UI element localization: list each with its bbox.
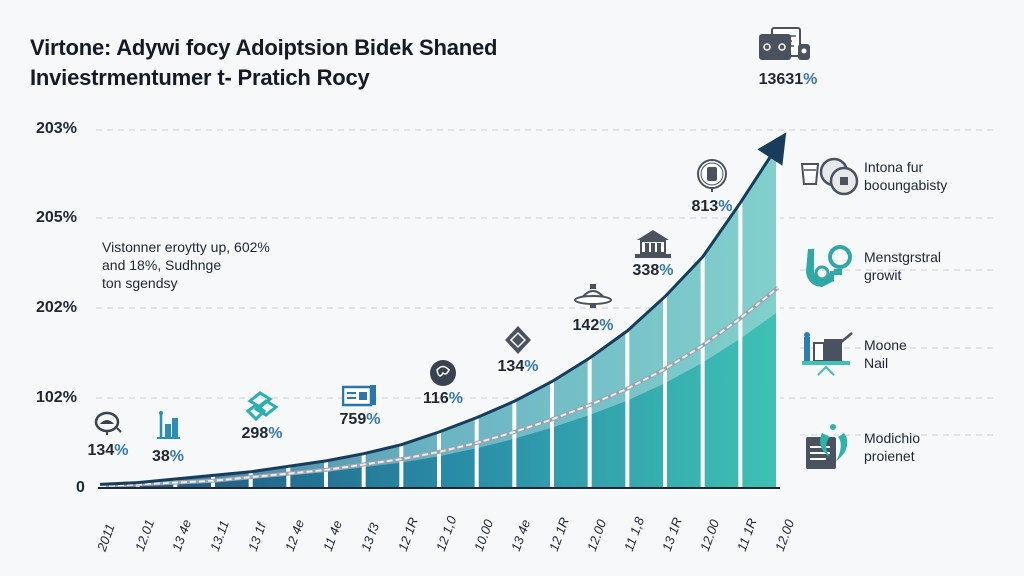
y-tick-label: 205% (36, 209, 77, 226)
wallet-device-icon (759, 27, 810, 60)
id-card-icon (341, 381, 378, 414)
data-label-unit: % (268, 425, 283, 442)
data-label: 338% (633, 262, 674, 280)
data-label-value: 338 (632, 262, 660, 279)
data-label-unit: % (366, 411, 381, 428)
y-tick-label: 202% (36, 299, 77, 316)
legend-label: proienet (864, 448, 915, 464)
workstation-icon (802, 332, 853, 376)
data-label-value: 142 (572, 317, 600, 334)
data-label-unit: % (169, 448, 185, 465)
y-tick-label: 102% (36, 389, 77, 406)
network-icon (245, 391, 279, 426)
series-line-adoption (99, 132, 787, 486)
title-line-2: Inviestrmentumer t- Pratich Rocy (30, 65, 370, 90)
helmet-icon (93, 410, 123, 441)
top-stat: 13631% (752, 26, 824, 89)
data-label: 813% (692, 198, 733, 216)
top-stat-suffix: % (803, 71, 818, 88)
chart-title: Virtone: Adywi focy Adoiptsion Bidek Sha… (30, 33, 498, 93)
legend-label: Modichio (864, 430, 921, 446)
legend-item: Intona fur booungabisty (800, 152, 947, 200)
lock-badge-icon (696, 158, 728, 197)
bell-icon (573, 283, 613, 314)
data-label-value: 298 (241, 425, 269, 442)
data-label: 759% (340, 411, 381, 429)
bank-icon (633, 228, 673, 265)
data-label: 38% (152, 448, 184, 466)
legend-item: Menstgrstral growit (800, 242, 941, 290)
data-label-unit: % (524, 358, 539, 375)
legend-label: Intona fur (864, 159, 924, 175)
legend-label: growit (864, 267, 902, 283)
top-stat-value: 13631 (758, 71, 804, 88)
data-label-unit: % (659, 262, 674, 279)
data-label: 142% (573, 317, 614, 335)
y-tick-label: 0 (76, 479, 85, 496)
note-line-3: ton sgendsy (102, 275, 178, 291)
data-label-value: 116 (422, 390, 449, 407)
note-line-2: and 18%, Sudhnge (102, 257, 222, 273)
data-label-value: 813 (691, 198, 719, 215)
legend-item: Moone Nail (800, 330, 907, 378)
cup-coins-icon (800, 157, 859, 196)
legend-label: booungabisty (864, 177, 948, 193)
legend-label: Nail (864, 355, 889, 371)
callout-note: Vistonner eroytty up, 602% and 18%, Sudh… (102, 238, 270, 292)
data-label-value: 134 (497, 358, 525, 375)
data-label: 134% (498, 358, 539, 376)
document-people-icon (806, 424, 848, 469)
area-lower-series (100, 311, 778, 488)
data-label-value: 38 (151, 448, 170, 465)
legend-label: Moone (864, 337, 907, 353)
title-line-1: Virtone: Adywi focy Adoiptsion Bidek Sha… (30, 35, 498, 60)
data-label: 116% (423, 390, 463, 408)
data-label-unit: % (718, 198, 733, 215)
series-line-investment (99, 286, 779, 488)
globe-icon (428, 358, 458, 393)
data-label-value: 759 (339, 411, 367, 428)
note-line-1: Vistonner eroytty up, 602% (102, 239, 270, 255)
y-tick-label: 203% (36, 120, 77, 137)
data-label-unit: % (448, 390, 464, 407)
data-label: 298% (242, 425, 283, 443)
data-label-unit: % (599, 317, 614, 334)
pipe-wrench-icon (806, 245, 852, 287)
diamond-icon (503, 325, 533, 360)
legend-item: Modichio proienet (800, 423, 920, 471)
area-upper-series (100, 145, 778, 488)
data-label-unit: % (114, 442, 129, 459)
data-label: 134% (88, 442, 129, 460)
data-label-value: 134 (87, 442, 115, 459)
tower-chart-icon (155, 410, 181, 445)
legend-label: Menstgrstral (864, 249, 942, 265)
